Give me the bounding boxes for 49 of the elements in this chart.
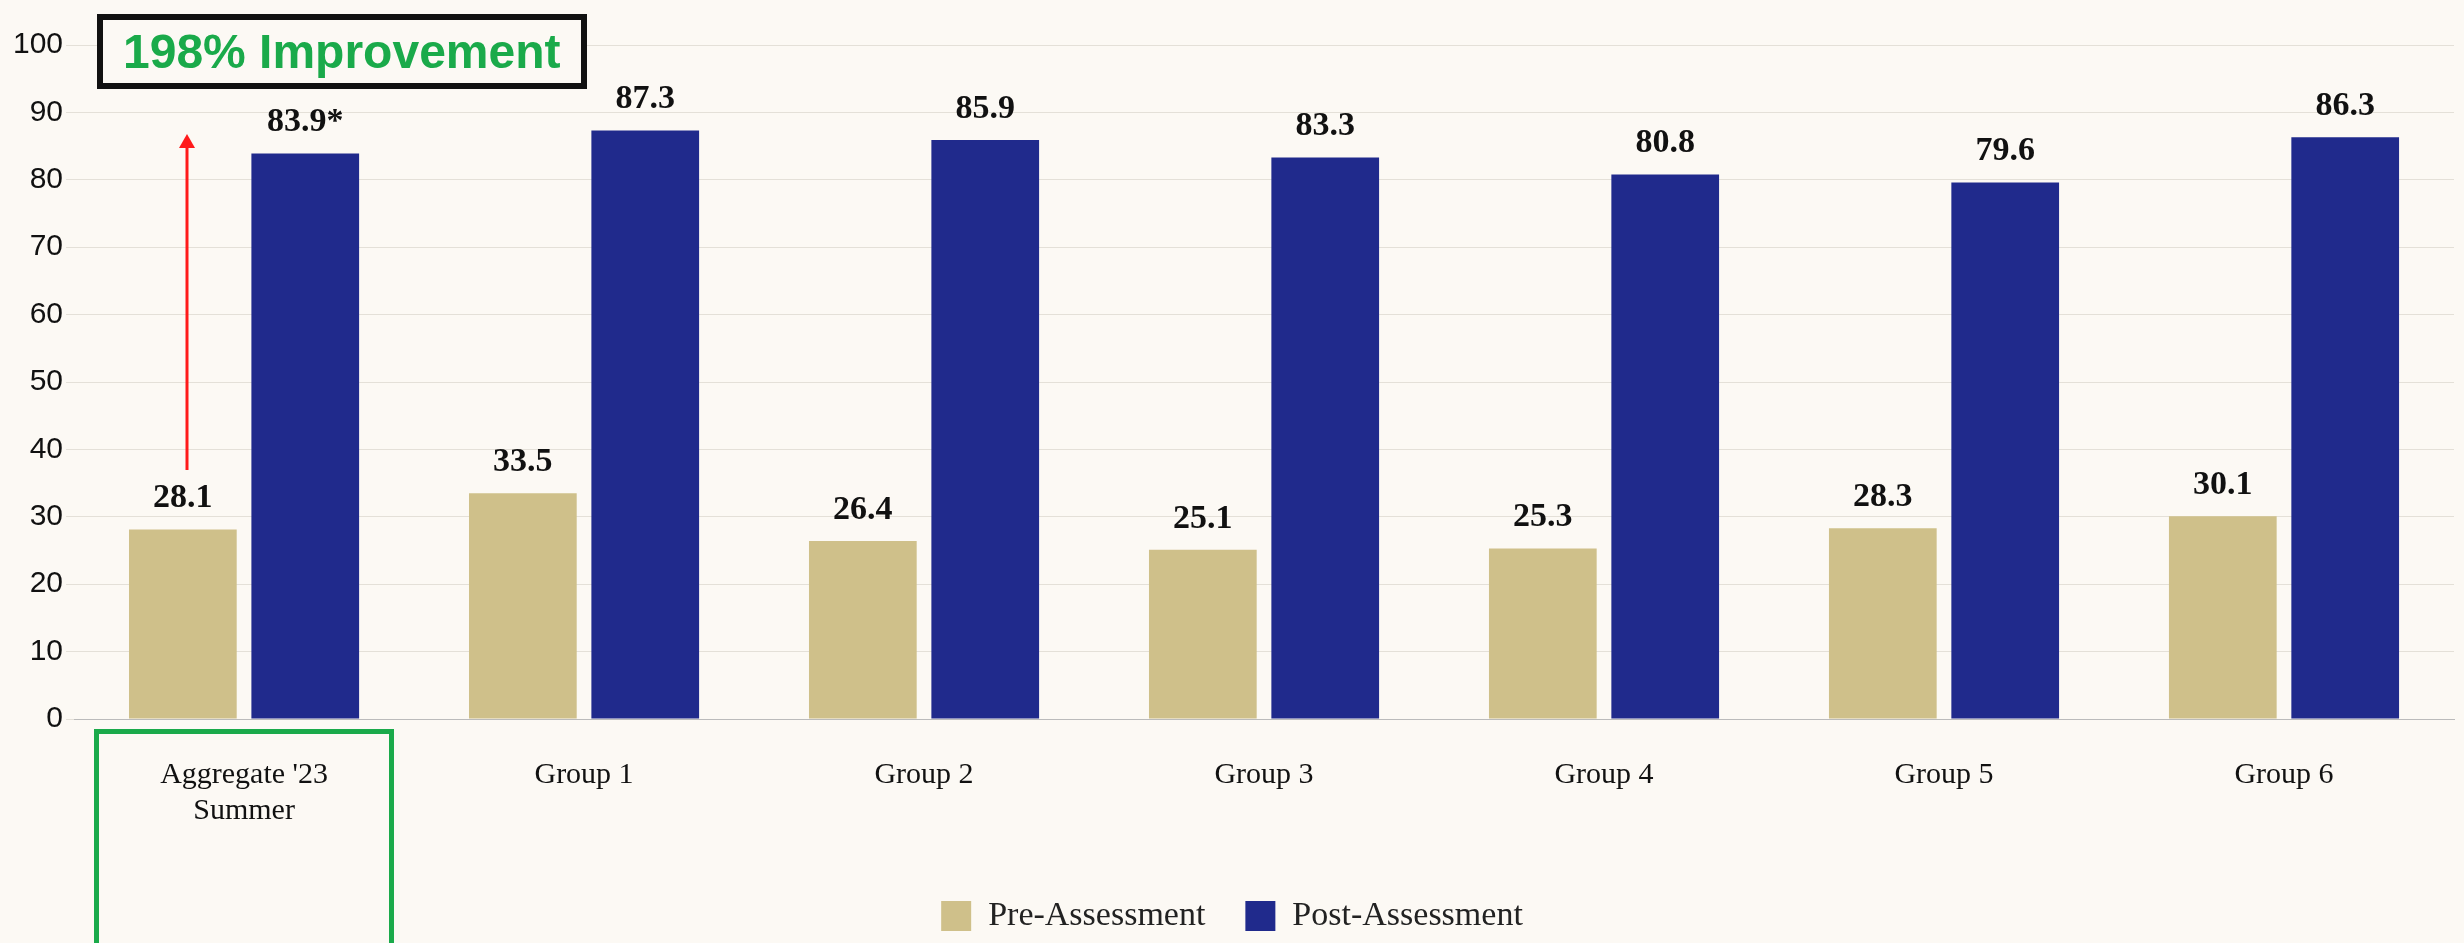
bar [1148,549,1257,719]
x-tick-label: Group 2 [874,755,974,789]
y-tick-label: 80 [29,161,64,195]
data-label: 83.3 [1295,105,1355,143]
bar [1488,548,1597,719]
bar [1951,182,2060,719]
y-tick-label: 60 [29,295,64,329]
data-label: 26.4 [833,488,893,526]
bar [1271,157,1380,719]
bar [931,140,1040,719]
data-label: 79.6 [1975,130,2035,168]
x-tick-label: Aggregate '23 Summer [160,755,328,825]
y-tick-label: 20 [29,565,64,599]
x-tick-label: Group 3 [1214,755,1314,789]
y-tick-label: 50 [29,363,64,397]
data-label: 30.1 [2193,463,2253,501]
annotation: 198% Improvement [97,14,587,89]
bar [468,493,577,719]
data-label: 25.1 [1173,497,1233,535]
bar [129,529,237,719]
x-tick-label: Group 1 [534,755,634,789]
y-tick-label: 0 [46,700,64,734]
data-label: 85.9 [955,87,1015,125]
y-tick-label: 10 [29,632,64,666]
data-label: 86.3 [2315,85,2375,123]
y-tick-label: 30 [29,498,64,532]
data-label: 25.3 [1513,496,1573,534]
x-tick-label: Group 6 [2234,755,2334,789]
y-tick-label: 90 [29,93,64,127]
data-label: 33.5 [493,440,553,478]
bar [591,130,700,719]
y-tick-label: 70 [29,228,64,262]
data-label: 28.3 [1853,476,1913,514]
legend-label: Pre-Assessment [988,894,1206,932]
bar [2291,137,2400,719]
data-label: 80.8 [1635,122,1695,160]
y-tick-label: 40 [29,430,64,464]
x-tick-label: Group 5 [1894,755,1994,789]
bar [1611,174,1720,719]
y-tick-label: 100 [12,26,64,60]
data-label: 28.1 [153,477,213,515]
bar [251,153,360,719]
bar [1828,528,1937,719]
x-tick-label: Group 4 [1554,755,1654,789]
bar [2168,516,2277,719]
bar [808,541,917,719]
legend-label: Post-Assessment [1292,894,1524,932]
data-label: 83.9* [267,101,344,139]
data-label: 87.3 [615,78,675,116]
